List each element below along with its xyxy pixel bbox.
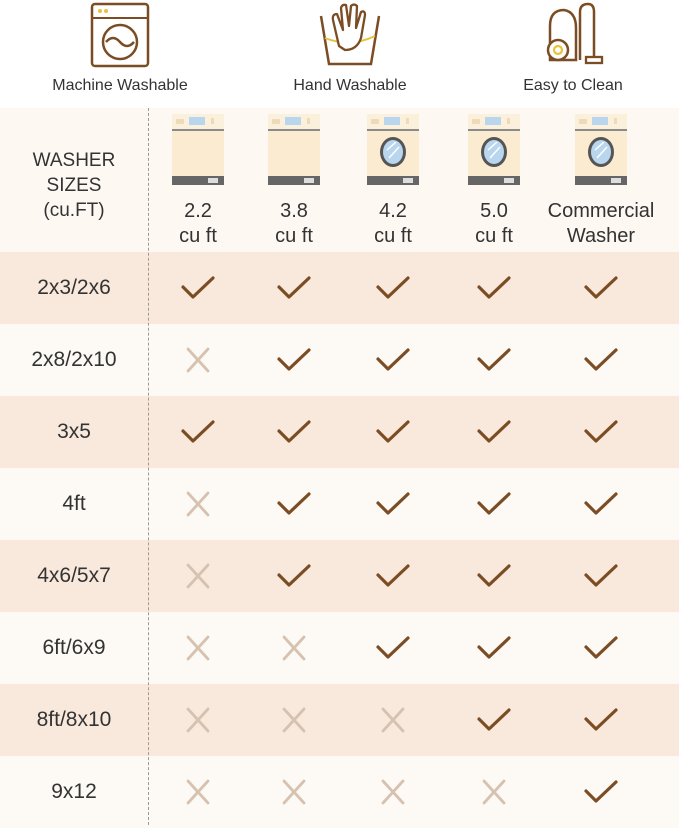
check-icon [476,418,512,446]
front-load-washer-icon [338,114,448,191]
vacuum-cleaner-icon [546,2,604,65]
cross-icon [180,346,216,374]
check-icon [476,634,512,662]
column-label: 4.2 [379,200,407,222]
washer-sizes-header: WASHER SIZES (cu.FT) [0,148,148,223]
column-label: 5.0 [480,200,508,222]
table-header-band [0,108,679,252]
cross-icon [276,706,312,734]
table-row: 6ft/6x9 [0,612,679,684]
rug-size-label: 9x12 [51,780,97,803]
check-icon [180,274,216,302]
check-icon [583,418,619,446]
column-unit: cu ft [374,225,412,247]
column-unit: cu ft [275,225,313,247]
check-icon [375,562,411,590]
rug-size-label: 3x5 [57,420,91,443]
feature-hand-washable: Hand Washable [237,0,463,108]
table-row: 4x6/5x7 [0,540,679,612]
feature-label: Hand Washable [293,77,407,94]
check-icon [375,634,411,662]
column-label: 3.8 [280,200,308,222]
rug-size-label: 4x6/5x7 [37,564,111,587]
column-header: 2.2 cu ft [143,114,253,249]
feature-label: Easy to Clean [523,77,623,94]
front-load-washer-icon [439,114,549,191]
check-icon [180,418,216,446]
check-icon [276,346,312,374]
column-header: 4.2 cu ft [338,114,448,249]
column-label: 2.2 [184,200,212,222]
column-label: Commercial [547,200,655,222]
column-header: 5.0 cu ft [439,114,549,249]
check-icon [476,346,512,374]
top-load-washer-icon [143,114,253,191]
check-icon [276,562,312,590]
column-divider [148,108,149,825]
check-icon [476,562,512,590]
table-row: 9x12 [0,756,679,828]
check-icon [375,490,411,518]
table-row: 4ft [0,468,679,540]
table-row: 8ft/8x10 [0,684,679,756]
table-row: 2x8/2x10 [0,324,679,396]
check-icon [276,418,312,446]
check-icon [375,418,411,446]
check-icon [476,490,512,518]
check-icon [276,274,312,302]
rug-size-label: 2x8/2x10 [31,348,117,371]
check-icon [375,274,411,302]
rug-size-label: 8ft/8x10 [36,708,112,731]
cross-icon [476,778,512,806]
cross-icon [276,778,312,806]
washing-machine-icon [90,2,150,68]
check-icon [583,346,619,374]
check-icon [583,274,619,302]
cross-icon [375,778,411,806]
column-header: 3.8 cu ft [239,114,349,249]
rug-size-label: 2x3/2x6 [37,276,111,299]
front-load-washer-icon [546,114,656,191]
check-icon [583,490,619,518]
check-icon [583,562,619,590]
check-icon [476,706,512,734]
header-line: (cu.FT) [43,200,105,221]
cross-icon [276,634,312,662]
check-icon [375,346,411,374]
table-row: 3x5 [0,396,679,468]
column-unit: cu ft [179,225,217,247]
check-icon [583,778,619,806]
header-line: SIZES [46,175,102,196]
header-line: WASHER [32,150,116,171]
check-icon [583,634,619,662]
table-row: 2x3/2x6 [0,252,679,324]
check-icon [583,706,619,734]
feature-easy-to-clean: Easy to Clean [460,0,679,108]
cross-icon [180,490,216,518]
check-icon [276,490,312,518]
hand-wash-icon [319,3,381,66]
rug-size-label: 6ft/6x9 [42,636,106,659]
cross-icon [180,634,216,662]
cross-icon [180,778,216,806]
check-icon [476,274,512,302]
column-header: Commercial Washer [546,114,656,249]
column-unit: cu ft [475,225,513,247]
cross-icon [180,706,216,734]
feature-label: Machine Washable [52,77,188,94]
rug-size-label: 4ft [62,492,86,515]
top-load-washer-icon [239,114,349,191]
cross-icon [180,562,216,590]
feature-machine-washable: Machine Washable [7,0,233,108]
column-unit: Washer [566,225,636,247]
cross-icon [375,706,411,734]
